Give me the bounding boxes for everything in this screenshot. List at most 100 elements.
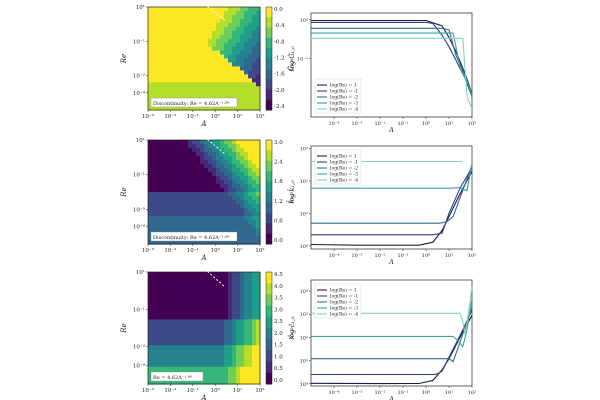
heatmap-cell	[204, 38, 209, 44]
heatmap-cell	[196, 144, 201, 149]
heatmap-cell	[172, 42, 177, 48]
heatmap-cell	[156, 94, 161, 99]
heatmap-cell	[212, 336, 217, 342]
heatmap-cell	[200, 10, 205, 16]
heatmap-cell	[216, 212, 221, 217]
heatmap-cell	[148, 212, 153, 217]
heatmap-cell	[236, 50, 241, 56]
heatmap-cell	[228, 26, 233, 32]
heatmap-cell	[184, 62, 189, 68]
annotation-box	[150, 231, 238, 242]
heatmap-cell	[252, 349, 257, 355]
heatmap-cell	[152, 319, 157, 325]
heatmap-cell	[192, 94, 197, 99]
heatmap-cell	[244, 293, 249, 299]
colorbar-segment	[266, 358, 272, 363]
heatmap-cell	[180, 74, 185, 79]
heatmap-cell	[160, 208, 165, 213]
heatmap-cell	[168, 78, 173, 83]
colorbar-segment	[266, 333, 272, 337]
heatmap-cell	[224, 224, 229, 229]
colorbar-tick-label: -1.6	[274, 72, 285, 78]
heatmap-cell	[228, 140, 233, 145]
colorbar-segment	[266, 215, 272, 219]
heatmap-cell	[188, 293, 193, 299]
heatmap-cell	[228, 340, 233, 346]
heatmap-cell	[188, 62, 193, 68]
colorbar-tick-label: 0.5	[274, 366, 283, 372]
heatmap-cell	[184, 66, 189, 71]
heatmap-cell	[236, 90, 241, 95]
heatmap-cell	[216, 220, 221, 225]
heatmap-cell	[232, 188, 237, 193]
heatmap-cell	[200, 70, 205, 75]
heatmap-cell	[176, 302, 181, 308]
y-axis-label: Re	[120, 323, 128, 333]
heatmap-cell	[188, 366, 193, 372]
heatmap-cell	[152, 362, 157, 368]
heatmap-cell	[156, 240, 161, 245]
heatmap-cell	[236, 358, 241, 364]
heatmap-cell	[200, 78, 205, 83]
heatmap-cell	[176, 50, 181, 56]
heatmap-cell	[240, 184, 245, 189]
heatmap-cell	[232, 302, 237, 308]
heatmap-cell	[156, 78, 161, 83]
heatmap-cell	[236, 22, 241, 28]
heatmap-cell	[184, 54, 189, 60]
heatmap-cell	[216, 289, 221, 295]
heatmap-cell	[220, 94, 225, 99]
heatmap-cell	[232, 310, 237, 316]
heatmap-cell	[192, 62, 197, 68]
heatmap-cell	[224, 30, 229, 36]
heatmap-cell	[236, 289, 241, 295]
heatmap-cell	[172, 50, 177, 56]
heatmap-cell	[172, 106, 177, 111]
colorbar-segment	[266, 375, 272, 379]
heatmap-cell	[236, 310, 241, 316]
colorbar-segment	[266, 9, 272, 13]
heatmap-cell	[176, 328, 181, 333]
heatmap-cell	[200, 90, 205, 95]
heatmap-cell	[204, 289, 209, 295]
colorbar-segment	[266, 233, 272, 237]
heatmap-cell	[160, 86, 165, 91]
y-tick-label: 10⁻¹	[297, 56, 308, 62]
heatmap-cell	[244, 302, 249, 308]
heatmap-cell	[228, 323, 233, 329]
heatmap-cell	[188, 82, 193, 87]
colorbar-segment	[266, 280, 272, 284]
heatmap-cell	[256, 54, 261, 60]
heatmap-cell	[176, 310, 181, 316]
heatmap-cell	[160, 58, 165, 64]
heatmap-cell	[184, 200, 189, 205]
heatmap-cell	[152, 323, 157, 329]
colorbar-tick-label: 0.0	[274, 378, 283, 384]
heatmap-cell	[200, 362, 205, 368]
heatmap-cell	[164, 192, 169, 197]
heatmap-cell	[156, 172, 161, 177]
heatmap-cell	[172, 152, 177, 157]
heatmap-cell	[204, 140, 209, 145]
heatmap-cell	[220, 358, 225, 364]
heatmap-cell	[212, 10, 217, 16]
colorbar-segment	[266, 288, 272, 293]
heatmap-cell	[156, 336, 161, 342]
heatmap-cell	[220, 224, 225, 229]
heatmap-cell	[208, 228, 213, 233]
heatmap-cell	[188, 74, 193, 79]
heatmap-cell	[252, 74, 257, 79]
heatmap-cell	[252, 208, 257, 213]
heatmap-cell	[152, 240, 157, 245]
heatmap-cell	[208, 302, 213, 308]
heatmap-cell	[192, 148, 197, 153]
heatmap-cell	[176, 74, 181, 79]
heatmap-cell	[176, 323, 181, 329]
heatmap-cell	[184, 220, 189, 225]
heatmap-cell	[148, 34, 153, 40]
heatmap-cell	[156, 50, 161, 56]
heatmap-cell	[160, 336, 165, 342]
heatmap-cell	[220, 284, 225, 290]
heatmap-cell	[172, 315, 177, 320]
